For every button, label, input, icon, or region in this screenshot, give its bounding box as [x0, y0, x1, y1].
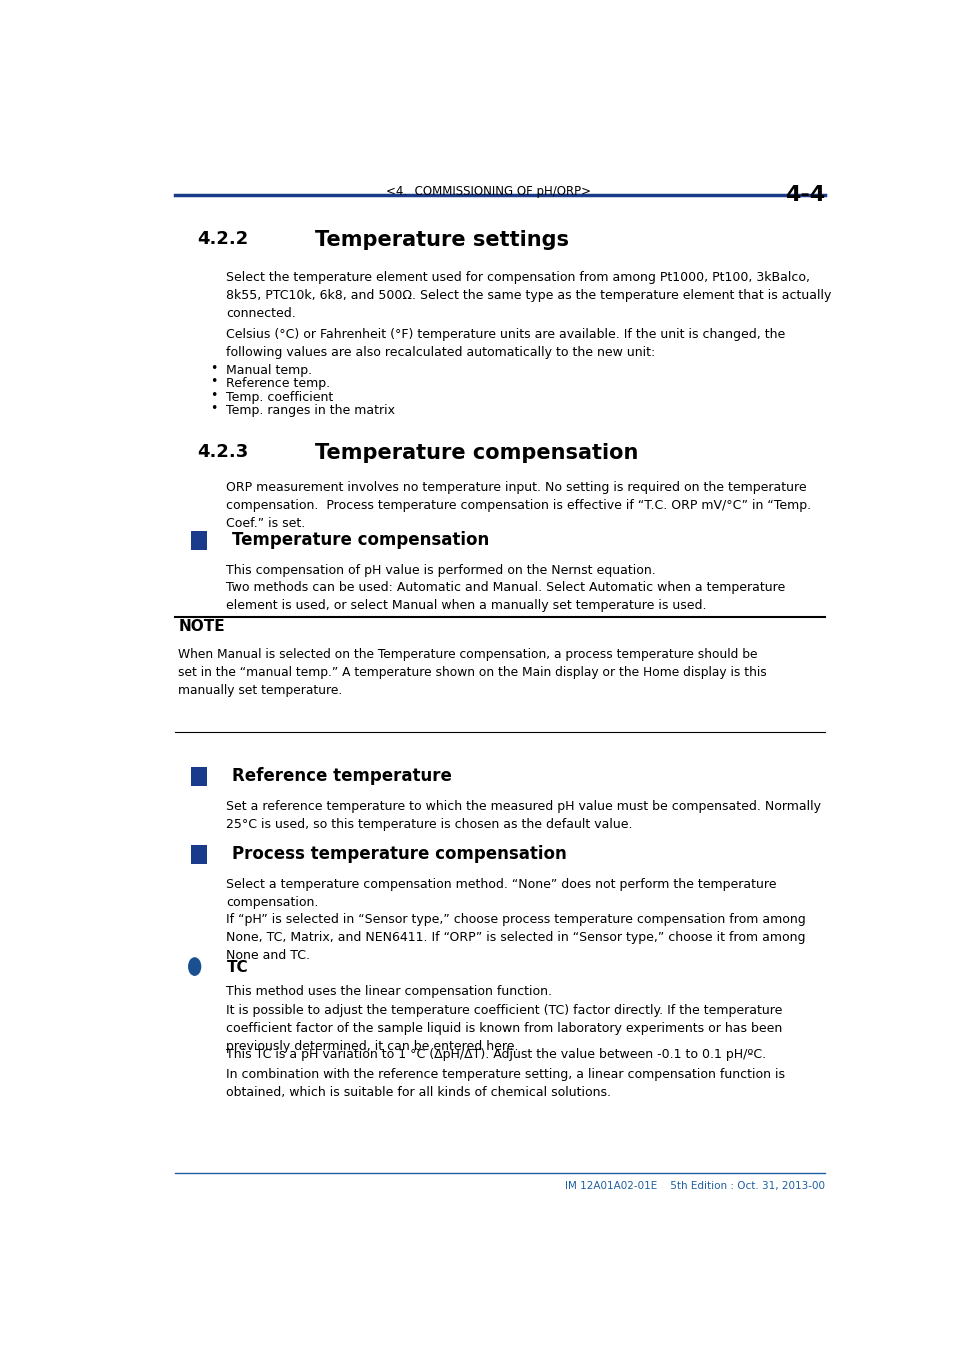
Text: Set a reference temperature to which the measured pH value must be compensated. : Set a reference temperature to which the…: [226, 801, 821, 832]
FancyBboxPatch shape: [191, 531, 207, 549]
Text: •: •: [210, 389, 217, 401]
Circle shape: [188, 957, 201, 976]
Text: •: •: [210, 375, 217, 387]
Text: Select a temperature compensation method. “None” does not perform the temperatur: Select a temperature compensation method…: [226, 879, 776, 909]
Text: Process temperature compensation: Process temperature compensation: [233, 845, 566, 863]
Text: In combination with the reference temperature setting, a linear compensation fun: In combination with the reference temper…: [226, 1068, 784, 1099]
Text: It is possible to adjust the temperature coefficient (TC) factor directly. If th: It is possible to adjust the temperature…: [226, 1004, 782, 1053]
Text: •: •: [210, 402, 217, 414]
Text: This TC is a pH variation to 1 °C (ΔpH/ΔT). Adjust the value between -0.1 to 0.1: This TC is a pH variation to 1 °C (ΔpH/Δ…: [226, 1048, 766, 1061]
FancyBboxPatch shape: [191, 845, 207, 864]
Text: 4.2.2: 4.2.2: [196, 230, 248, 247]
Text: Temperature compensation: Temperature compensation: [314, 443, 638, 463]
Text: Temp. coefficient: Temp. coefficient: [226, 390, 334, 404]
Text: This compensation of pH value is performed on the Nernst equation.: This compensation of pH value is perform…: [226, 564, 656, 578]
Text: 4.2.3: 4.2.3: [196, 443, 248, 460]
Text: If “pH” is selected in “Sensor type,” choose process temperature compensation fr: If “pH” is selected in “Sensor type,” ch…: [226, 913, 805, 961]
Text: •: •: [210, 362, 217, 374]
FancyBboxPatch shape: [191, 767, 207, 786]
Text: Two methods can be used: Automatic and Manual. Select Automatic when a temperatu: Two methods can be used: Automatic and M…: [226, 580, 785, 612]
Text: 4-4: 4-4: [784, 185, 824, 205]
Text: Reference temp.: Reference temp.: [226, 377, 331, 390]
Text: Select the temperature element used for compensation from among Pt1000, Pt100, 3: Select the temperature element used for …: [226, 271, 831, 320]
Text: Manual temp.: Manual temp.: [226, 363, 313, 377]
Text: When Manual is selected on the Temperature compensation, a process temperature s: When Manual is selected on the Temperatu…: [178, 648, 766, 698]
Text: TC: TC: [226, 960, 248, 975]
Text: IM 12A01A02-01E    5th Edition : Oct. 31, 2013-00: IM 12A01A02-01E 5th Edition : Oct. 31, 2…: [565, 1181, 824, 1191]
Text: Temp. ranges in the matrix: Temp. ranges in the matrix: [226, 404, 395, 417]
Text: Reference temperature: Reference temperature: [233, 767, 452, 784]
Text: ORP measurement involves no temperature input. No setting is required on the tem: ORP measurement involves no temperature …: [226, 481, 811, 531]
Text: Celsius (°C) or Fahrenheit (°F) temperature units are available. If the unit is : Celsius (°C) or Fahrenheit (°F) temperat…: [226, 328, 785, 359]
Text: Temperature settings: Temperature settings: [314, 230, 569, 250]
Text: This method uses the linear compensation function.: This method uses the linear compensation…: [226, 986, 552, 998]
Text: <4.  COMMISSIONING OF pH/ORP>: <4. COMMISSIONING OF pH/ORP>: [386, 185, 591, 198]
Text: Temperature compensation: Temperature compensation: [233, 531, 489, 549]
Text: NOTE: NOTE: [178, 620, 225, 634]
